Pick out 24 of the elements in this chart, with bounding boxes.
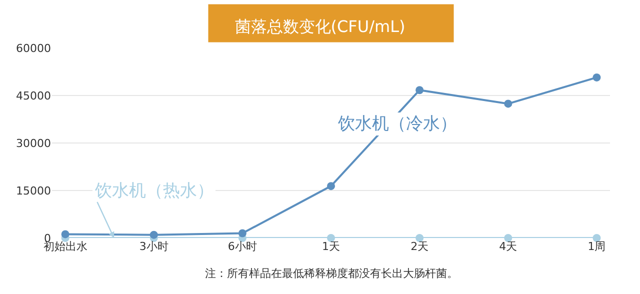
point	[592, 73, 601, 82]
y-tick-label: 15000	[16, 184, 51, 198]
text: 饮水机（热水）	[94, 181, 214, 201]
point	[150, 230, 158, 239]
point	[327, 234, 335, 242]
y-tick-label: 60000	[16, 42, 51, 55]
series-label: 饮水机（冷水）	[337, 114, 457, 134]
y-tick-label: 45000	[16, 89, 51, 102]
point	[592, 234, 601, 242]
point	[504, 234, 512, 242]
point	[504, 100, 512, 108]
x-tick-label: 4天	[499, 240, 518, 253]
x-tick-label: 2天	[410, 240, 429, 253]
point	[416, 86, 424, 94]
x-tick-label: 6小时	[228, 240, 257, 253]
x-tick-label: 3小时	[139, 240, 168, 253]
point	[327, 182, 335, 190]
x-tick-label: 1周	[588, 240, 606, 253]
x-tick-label: 1天	[322, 240, 340, 253]
point	[61, 230, 70, 238]
chart-title: 菌落总数变化(CFU/mL)	[234, 16, 406, 36]
point	[238, 229, 246, 238]
y-tick-label: 30000	[16, 136, 51, 150]
text: 注：所有样品在最低稀释梯度都没有长出大肠杆菌。	[205, 267, 458, 280]
